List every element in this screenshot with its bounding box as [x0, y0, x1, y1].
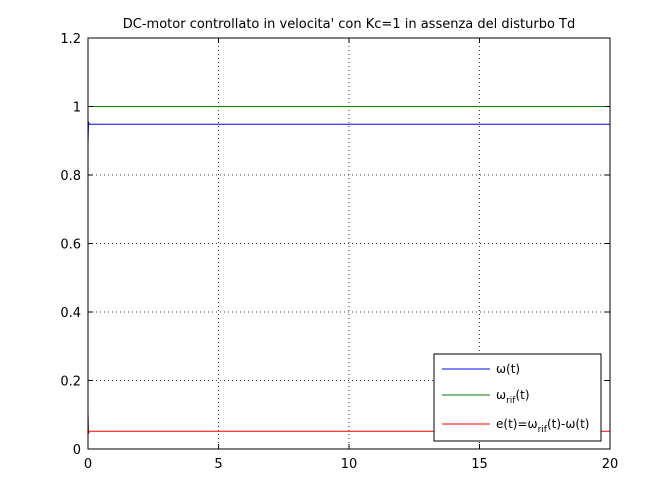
y-tick-label: 0.2 [60, 375, 81, 390]
y-tick-label: 1.2 [60, 32, 81, 47]
y-tick-label: 0.4 [60, 306, 81, 321]
y-tick-label: 1 [73, 101, 81, 116]
x-tick-label: 20 [602, 457, 619, 472]
legend-label-1: ω(t) [496, 362, 520, 376]
legend-label-3: e(t)=ωrif(t)-ω(t) [496, 417, 589, 435]
y-tick-label: 0 [73, 443, 81, 458]
y-tick-label: 0.8 [60, 169, 81, 184]
chart-title: DC-motor controllato in velocita' con Kc… [123, 17, 575, 32]
legend-label-2: ωrif(t) [496, 388, 530, 406]
axis-ticks: 0 5 10 15 20 0 0.2 0.4 0.6 0.8 1 1.2 [60, 32, 618, 472]
y-tick-label: 0.6 [60, 238, 81, 253]
x-tick-label: 5 [214, 457, 222, 472]
legend: ω(t) ωrif(t) e(t)=ωrif(t)-ω(t) [433, 353, 602, 442]
x-tick-label: 0 [84, 457, 92, 472]
x-tick-label: 15 [471, 457, 488, 472]
x-tick-label: 10 [341, 457, 358, 472]
